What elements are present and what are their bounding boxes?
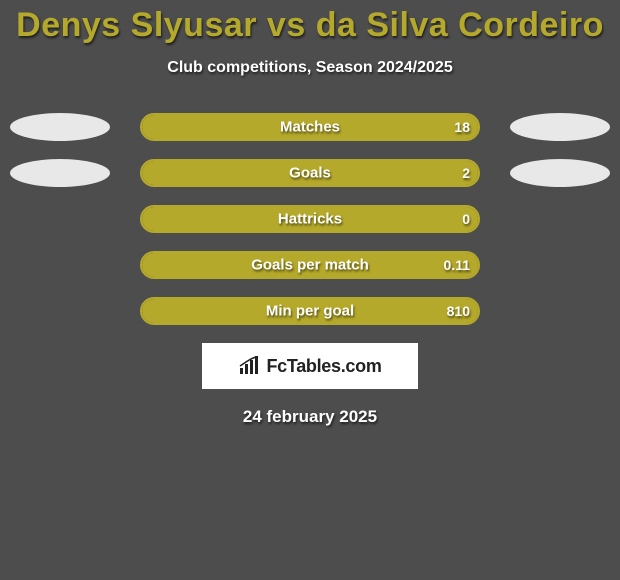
stat-label: Min per goal	[266, 303, 354, 320]
stat-row: Matches 18	[0, 113, 620, 141]
stat-row: Goals per match 0.11	[0, 251, 620, 279]
stat-value: 2	[462, 165, 470, 181]
stat-row: Hattricks 0	[0, 205, 620, 233]
stat-row: Goals 2	[0, 159, 620, 187]
stat-label: Hattricks	[278, 211, 342, 228]
player-left-avatar	[10, 159, 110, 187]
player-left-avatar	[10, 113, 110, 141]
stat-bar: Goals per match 0.11	[140, 251, 480, 279]
stat-row: Min per goal 810	[0, 297, 620, 325]
player-right-avatar	[510, 159, 610, 187]
stat-label: Goals	[289, 165, 331, 182]
stat-bar: Min per goal 810	[140, 297, 480, 325]
stat-label: Goals per match	[251, 257, 369, 274]
stat-bar: Goals 2	[140, 159, 480, 187]
stat-value: 0.11	[444, 257, 470, 273]
brand-text: FcTables.com	[266, 356, 381, 377]
brand-box: FcTables.com	[202, 343, 418, 389]
player-right-avatar	[510, 113, 610, 141]
stat-value: 810	[447, 303, 470, 319]
comparison-subtitle: Club competitions, Season 2024/2025	[0, 59, 620, 77]
stat-bar: Matches 18	[140, 113, 480, 141]
comparison-title: Denys Slyusar vs da Silva Cordeiro	[0, 0, 620, 45]
stat-value: 0	[462, 211, 470, 227]
stat-bar: Hattricks 0	[140, 205, 480, 233]
stat-value: 18	[454, 119, 470, 135]
snapshot-date: 24 february 2025	[0, 407, 620, 427]
stats-container: Matches 18 Goals 2 Hattricks 0 Goals per match…	[0, 113, 620, 325]
stat-label: Matches	[280, 119, 340, 136]
brand-chart-icon	[238, 356, 262, 376]
